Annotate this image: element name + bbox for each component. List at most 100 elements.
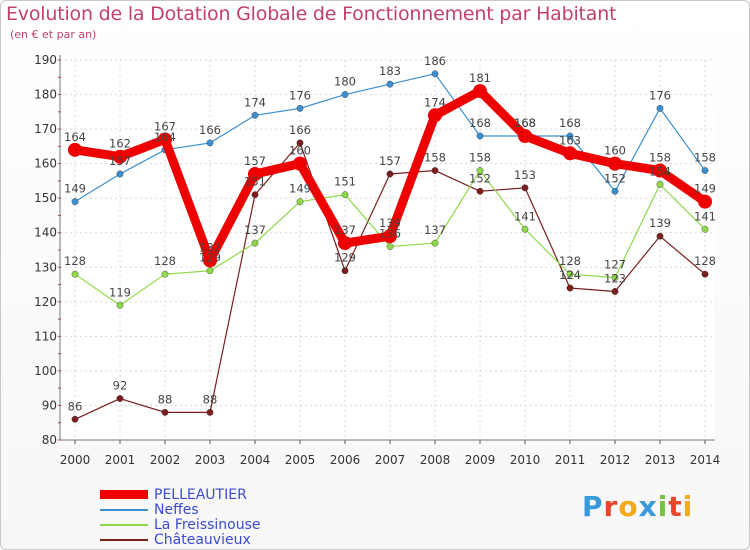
data-label: 168	[469, 116, 491, 130]
data-label: 174	[244, 95, 266, 109]
data-label: 160	[289, 144, 311, 158]
legend-item-chateauvieux: Châteauvieux	[100, 532, 261, 548]
data-point	[338, 236, 352, 251]
x-tick-label: 2005	[285, 453, 316, 467]
data-point	[293, 156, 307, 171]
data-point	[656, 232, 664, 240]
x-tick-label: 2002	[150, 453, 181, 467]
proxiti-logo: Proxiti	[582, 490, 693, 523]
data-point	[473, 84, 487, 99]
data-point	[476, 132, 484, 140]
data-label: 168	[514, 116, 536, 130]
data-label: 141	[514, 209, 536, 223]
logo-letter: o	[618, 490, 639, 523]
data-point	[386, 170, 394, 178]
logo-letter: t	[668, 490, 683, 523]
data-label: 158	[424, 151, 446, 165]
x-tick-label: 2004	[240, 453, 271, 467]
data-label: 129	[199, 251, 221, 265]
data-point	[248, 167, 262, 181]
data-label: 128	[154, 254, 176, 268]
data-label: 139	[649, 216, 671, 230]
data-point	[566, 284, 574, 292]
data-label: 181	[469, 71, 491, 85]
data-label: 157	[379, 154, 401, 168]
data-point	[386, 243, 394, 250]
x-tick-label: 2008	[420, 453, 451, 467]
chart-title: Evolution de la Dotation Globale de Fonc…	[6, 3, 617, 25]
data-point	[383, 229, 397, 244]
data-point	[476, 167, 484, 174]
data-point	[251, 239, 259, 247]
data-label: 168	[559, 116, 581, 130]
legend-swatch	[100, 490, 148, 499]
data-label: 176	[289, 88, 311, 102]
logo-letter: x	[638, 490, 658, 523]
data-label: 163	[559, 133, 581, 147]
data-point	[563, 146, 577, 161]
data-label: 149	[64, 182, 86, 196]
data-label: 167	[154, 119, 176, 133]
data-point	[518, 129, 532, 143]
data-point	[116, 395, 124, 402]
x-tick-label: 2010	[510, 453, 541, 467]
data-point	[341, 191, 349, 199]
data-point	[566, 132, 574, 140]
data-label: 139	[379, 216, 401, 230]
data-label: 158	[649, 151, 671, 165]
data-label: 166	[289, 123, 311, 137]
legend-swatch	[100, 538, 148, 541]
data-point	[431, 167, 439, 174]
data-label: 157	[109, 154, 131, 168]
data-point	[203, 253, 217, 268]
data-label: 86	[68, 399, 83, 413]
x-tick-label: 2014	[690, 453, 721, 467]
data-point	[611, 274, 619, 282]
y-tick-label: 170	[34, 122, 57, 136]
data-point	[608, 156, 622, 171]
data-label: 168	[514, 116, 536, 130]
data-label: 153	[514, 168, 536, 182]
chart-legend: PELLEAUTIER Neffes La Freissinouse Châte…	[100, 486, 261, 548]
data-point	[656, 104, 664, 112]
data-label: 119	[109, 285, 131, 299]
data-label: 160	[604, 144, 626, 158]
data-label: 129	[334, 251, 356, 265]
y-tick-label: 190	[34, 53, 57, 67]
data-label: 123	[604, 271, 626, 285]
data-label: 88	[203, 392, 218, 406]
data-label: 127	[604, 258, 626, 272]
data-point	[476, 187, 484, 195]
y-tick-label: 90	[42, 398, 57, 412]
data-point	[161, 270, 169, 278]
legend-swatch	[100, 523, 148, 526]
data-point	[251, 191, 259, 199]
data-point	[701, 225, 709, 233]
data-point	[116, 301, 124, 309]
legend-item-pelleautier: PELLEAUTIER	[100, 486, 261, 503]
y-tick-label: 140	[34, 226, 57, 240]
data-label: 174	[424, 95, 446, 109]
plot-area	[60, 60, 715, 440]
data-label: 176	[649, 88, 671, 102]
data-label: 166	[199, 123, 221, 137]
data-label: 92	[113, 379, 128, 393]
data-label: 124	[559, 268, 581, 282]
y-tick-label: 180	[34, 88, 57, 102]
data-point	[296, 139, 304, 147]
data-point	[656, 180, 664, 188]
legend-label: La Freissinouse	[154, 516, 261, 533]
data-point	[431, 239, 439, 247]
y-tick-label: 100	[34, 364, 57, 378]
x-tick-label: 2006	[330, 453, 361, 467]
legend-label: PELLEAUTIER	[154, 486, 247, 503]
data-label: 149	[694, 182, 716, 196]
logo-letter: i	[682, 490, 694, 523]
data-label: 151	[334, 175, 356, 189]
data-point	[431, 70, 439, 78]
data-label: 88	[158, 392, 173, 406]
data-label: 132	[199, 240, 221, 254]
data-point	[521, 225, 529, 233]
x-tick-label: 2007	[375, 453, 406, 467]
